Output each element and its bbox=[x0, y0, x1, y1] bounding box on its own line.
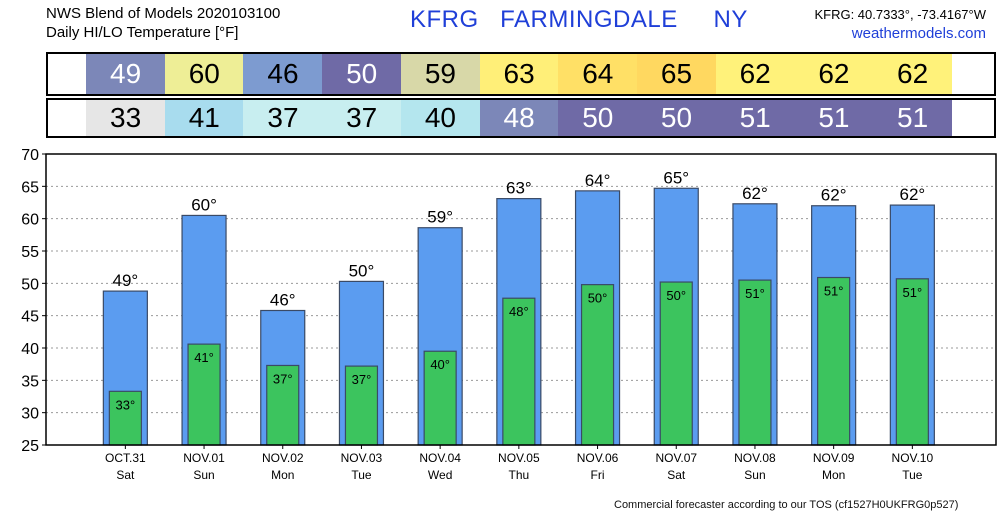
high-temp-cell: 63 bbox=[479, 54, 559, 94]
low-temp-cell: 50 bbox=[558, 100, 638, 136]
x-date-label: NOV.09 bbox=[813, 451, 855, 465]
high-temp-cell: 62 bbox=[873, 54, 953, 94]
chart-header-left: NWS Blend of Models 2020103100 Daily HI/… bbox=[46, 4, 280, 42]
high-temp-cell: 60 bbox=[164, 54, 244, 94]
high-temp-cell: 62 bbox=[794, 54, 874, 94]
x-date-label: NOV.06 bbox=[577, 451, 619, 465]
y-tick-label: 40 bbox=[21, 341, 39, 358]
high-value-label: 59° bbox=[427, 208, 453, 227]
high-value-label: 46° bbox=[270, 290, 296, 309]
high-value-label: 62° bbox=[821, 186, 847, 205]
low-temp-cell: 33 bbox=[86, 100, 166, 136]
y-tick-label: 50 bbox=[21, 276, 39, 293]
low-bar bbox=[502, 297, 536, 446]
low-temp-cell: 41 bbox=[164, 100, 244, 136]
low-temp-cell: 50 bbox=[636, 100, 717, 136]
low-value-label: 41° bbox=[194, 350, 214, 365]
x-weekday-label: Mon bbox=[271, 468, 294, 482]
x-date-label: NOV.04 bbox=[419, 451, 461, 465]
high-temperature-strip: 49 60 46 50 59 63 64 65 62 62 62 bbox=[46, 52, 996, 96]
high-temp-cell: 46 bbox=[243, 54, 323, 94]
low-value-label: 40° bbox=[430, 357, 450, 372]
low-value-label: 33° bbox=[116, 397, 136, 412]
low-temp-cell: 51 bbox=[794, 100, 874, 136]
high-temp-cell: 65 bbox=[636, 54, 717, 94]
low-temp-cell: 48 bbox=[479, 100, 559, 136]
high-value-label: 62° bbox=[899, 185, 925, 204]
low-temp-cell: 37 bbox=[243, 100, 323, 136]
x-date-label: OCT.31 bbox=[105, 451, 146, 465]
y-tick-label: 70 bbox=[21, 147, 39, 164]
high-value-label: 64° bbox=[585, 171, 611, 190]
high-value-label: 62° bbox=[742, 184, 768, 203]
high-temp-cell: 62 bbox=[715, 54, 795, 94]
high-value-label: 63° bbox=[506, 179, 532, 198]
y-tick-label: 55 bbox=[21, 244, 39, 261]
low-bar bbox=[580, 284, 615, 446]
model-run-title: NWS Blend of Models 2020103100 bbox=[46, 5, 281, 22]
x-weekday-label: Mon bbox=[822, 468, 845, 482]
site-link[interactable]: weathermodels.com bbox=[851, 25, 986, 42]
x-weekday-label: Wed bbox=[428, 468, 452, 482]
x-weekday-label: Sat bbox=[116, 468, 135, 482]
y-tick-label: 35 bbox=[21, 373, 39, 390]
y-tick-label: 65 bbox=[21, 179, 39, 196]
low-temp-cell: 51 bbox=[873, 100, 953, 136]
low-value-label: 48° bbox=[509, 304, 529, 319]
x-weekday-label: Tue bbox=[351, 468, 372, 482]
x-weekday-label: Tue bbox=[902, 468, 923, 482]
low-value-label: 50° bbox=[666, 288, 686, 303]
low-temperature-strip: 33 41 37 37 40 48 50 50 51 51 51 bbox=[46, 98, 996, 138]
high-value-label: 49° bbox=[112, 271, 138, 290]
low-value-label: 51° bbox=[745, 286, 765, 301]
y-tick-label: 30 bbox=[21, 406, 39, 423]
y-tick-label: 45 bbox=[21, 309, 39, 326]
high-value-label: 65° bbox=[663, 168, 689, 187]
x-date-label: NOV.03 bbox=[341, 451, 383, 465]
y-tick-label: 60 bbox=[21, 212, 39, 229]
chart-header-right: KFRG: 40.7333°, -73.4167°W weathermodels… bbox=[814, 5, 986, 43]
x-date-label: NOV.10 bbox=[892, 451, 934, 465]
x-date-label: NOV.07 bbox=[655, 451, 697, 465]
high-temp-cell: 50 bbox=[322, 54, 402, 94]
tos-footer: Commercial forecaster according to our T… bbox=[614, 499, 959, 511]
low-value-label: 50° bbox=[588, 291, 608, 306]
low-temp-cell: 40 bbox=[400, 100, 480, 136]
plot-frame bbox=[45, 153, 997, 446]
low-bar bbox=[659, 281, 693, 446]
x-weekday-label: Thu bbox=[509, 468, 530, 482]
high-temp-cell: 49 bbox=[86, 54, 166, 94]
station-title: KFRG FARMINGDALE NY bbox=[410, 6, 748, 33]
chart-subtitle: Daily HI/LO Temperature [°F] bbox=[46, 24, 239, 41]
high-temp-cell: 59 bbox=[400, 54, 480, 94]
high-value-label: 60° bbox=[191, 195, 217, 214]
low-temp-cell: 51 bbox=[715, 100, 795, 136]
high-temp-cell: 64 bbox=[558, 54, 638, 94]
station-coordinates: KFRG: 40.7333°, -73.4167°W bbox=[814, 7, 986, 22]
x-weekday-label: Fri bbox=[591, 468, 605, 482]
x-date-label: NOV.01 bbox=[183, 451, 225, 465]
low-bar bbox=[738, 279, 772, 446]
x-weekday-label: Sun bbox=[193, 468, 214, 482]
low-value-label: 37° bbox=[352, 372, 372, 387]
low-bar bbox=[817, 276, 851, 446]
x-date-label: NOV.05 bbox=[498, 451, 540, 465]
x-weekday-label: Sun bbox=[744, 468, 765, 482]
low-bar bbox=[344, 365, 379, 446]
low-value-label: 37° bbox=[273, 371, 293, 386]
low-value-label: 51° bbox=[824, 284, 844, 299]
low-value-label: 51° bbox=[903, 285, 923, 300]
x-date-label: NOV.02 bbox=[262, 451, 304, 465]
x-date-label: NOV.08 bbox=[734, 451, 776, 465]
y-tick-label: 25 bbox=[21, 438, 39, 455]
high-value-label: 50° bbox=[349, 261, 375, 280]
low-bar bbox=[895, 278, 929, 446]
x-weekday-label: Sat bbox=[667, 468, 686, 482]
low-temp-cell: 37 bbox=[322, 100, 402, 136]
low-bar bbox=[423, 350, 457, 446]
